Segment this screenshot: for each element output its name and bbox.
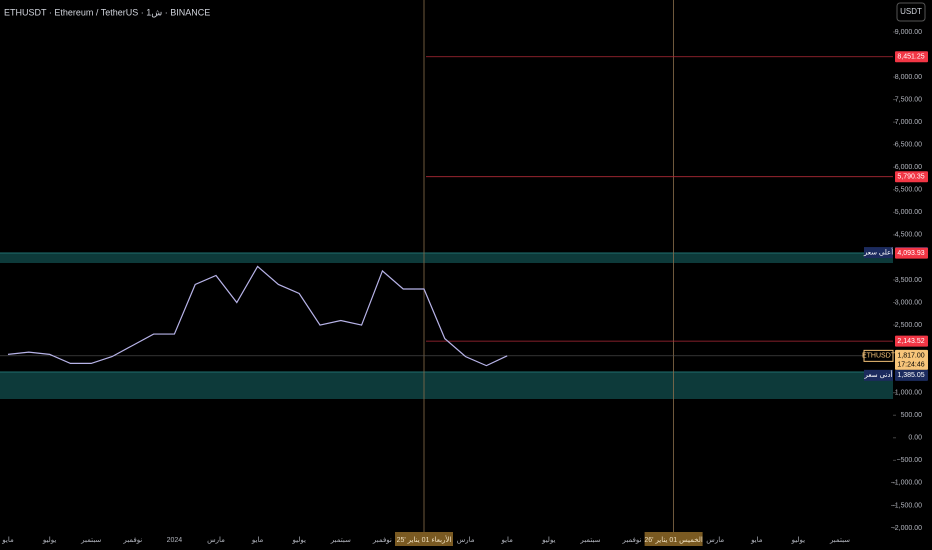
x-tick-label: الأربعاء 01 يناير '25 — [397, 535, 452, 544]
x-tick-label: سبتمبر — [330, 537, 351, 544]
x-tick-label: نوفمبر — [372, 537, 392, 544]
y-tick-label: 9,000.00 — [895, 29, 922, 36]
x-tick-label: مارس — [706, 537, 724, 544]
x-tick-label: مايو — [1, 537, 14, 544]
y-tick-label: −500.00 — [897, 457, 923, 464]
date-marker-badge — [644, 532, 703, 546]
y-tick-label: 4,500.00 — [895, 232, 922, 239]
y-tick-label: 7,500.00 — [895, 96, 922, 103]
price-label-box — [895, 51, 928, 63]
x-tick-label: يوليو — [42, 537, 56, 544]
x-tick-label: مايو — [251, 537, 264, 544]
price-label: 1,817.00 — [897, 353, 924, 360]
y-tick-label: −2,000.00 — [891, 525, 922, 532]
price-name-box — [864, 247, 893, 259]
x-tick-label: نوفمبر — [122, 537, 142, 544]
x-tick-label: سبتمبر — [579, 537, 600, 544]
y-tick-label: −1,500.00 — [891, 502, 922, 509]
y-tick-label: 5,500.00 — [895, 187, 922, 194]
x-tick-label: نوفمبر — [622, 537, 642, 544]
x-tick-label: مارس — [207, 537, 225, 544]
currency-button[interactable] — [896, 2, 926, 22]
x-tick-label: مارس — [457, 537, 475, 544]
price-label: 1,385.05 — [897, 372, 924, 379]
y-tick-label: 3,000.00 — [895, 299, 922, 306]
x-tick-label: مايو — [750, 537, 763, 544]
x-tick-label: سبتمبر — [829, 537, 850, 544]
x-tick-label: الخميس 01 يناير '26 — [644, 537, 703, 544]
price-name-box — [864, 369, 893, 381]
price-label: 5,790.35 — [897, 174, 924, 181]
x-tick-label: مايو — [500, 537, 513, 544]
y-tick-label: 6,000.00 — [895, 164, 922, 171]
price-label: 8,451.25 — [897, 54, 924, 61]
price-name: أعلى سعر — [863, 247, 893, 256]
y-tick-label: 8,000.00 — [895, 74, 922, 81]
price-label-box — [895, 171, 928, 183]
date-marker-badge — [395, 532, 453, 546]
y-tick-label: 5,000.00 — [895, 209, 922, 216]
currency-label[interactable]: USDT — [900, 7, 922, 16]
y-tick-label: 7,000.00 — [895, 119, 922, 126]
price-label-box — [895, 247, 928, 259]
price-name: أدنى سعر — [864, 370, 893, 379]
price-label: 2,143.52 — [897, 338, 924, 345]
price-name-box — [863, 349, 894, 362]
y-tick-label: 0.00 — [908, 435, 922, 442]
countdown: 17:24:46 — [897, 362, 924, 369]
y-tick-label: 3,500.00 — [895, 277, 922, 284]
price-label-box — [895, 369, 928, 381]
price-label: 4,093.93 — [897, 250, 924, 257]
x-tick-label: يوليو — [791, 537, 805, 544]
price-label-box — [895, 349, 928, 370]
y-tick-label: 1,000.00 — [895, 390, 922, 397]
y-tick-label: −1,000.00 — [891, 480, 922, 487]
y-tick-label: 6,500.00 — [895, 142, 922, 149]
price-line-series — [7, 265, 508, 367]
x-tick-label: سبتمبر — [80, 537, 101, 544]
y-tick-label: 2,500.00 — [895, 322, 922, 329]
price-label-box — [895, 335, 928, 347]
x-tick-label: يوليو — [291, 537, 305, 544]
zone — [0, 371, 893, 400]
zone — [0, 253, 893, 264]
x-tick-label: 2024 — [167, 537, 183, 544]
x-tick-label: يوليو — [541, 537, 555, 544]
price-name: ETHUSDT — [862, 353, 896, 360]
y-tick-label: 500.00 — [901, 412, 923, 419]
chart-title: ETHUSDT · Ethereum / TetherUS · 1ش · BIN… — [4, 7, 210, 17]
